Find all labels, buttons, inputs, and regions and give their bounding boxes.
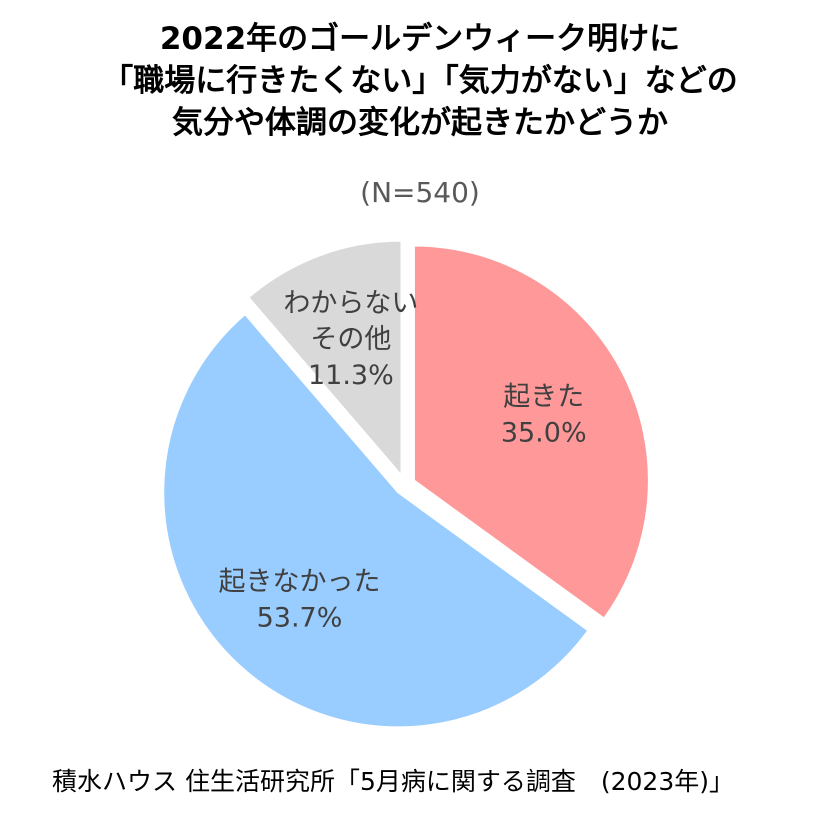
- slice-label-unknown-other: わからないその他 11.3%: [283, 288, 418, 391]
- slice-value-label: 35.0%: [501, 417, 587, 448]
- chart-title: 2022年のゴールデンウィーク明けに 「職場に行きたくない」「気力がない」などの…: [0, 18, 840, 144]
- pie-slice-unknown-other: [246, 239, 403, 479]
- sample-size-label: (N=540): [360, 176, 480, 209]
- source-note: 積水ハウス 住生活研究所「5月病に関する調査 (2023年)」: [52, 767, 734, 796]
- pie-slice-not-occurred: [162, 312, 590, 729]
- pie-slice-occurred: [412, 244, 650, 620]
- slice-category-label: 起きなかった: [218, 566, 380, 597]
- slice-label-not-occurred: 起きなかった 53.7%: [218, 566, 380, 633]
- slice-category-label: 起きた: [503, 381, 584, 412]
- slice-value-label: 11.3%: [308, 360, 394, 391]
- chart-title-line-3: 気分や体調の変化が起きたかどうか: [172, 105, 668, 141]
- chart-title-line-1: 2022年のゴールデンウィーク明けに: [159, 21, 681, 57]
- slice-category-label: わからない: [283, 288, 418, 319]
- slice-value-label: 53.7%: [257, 602, 343, 633]
- slice-label-occurred: 起きた 35.0%: [501, 381, 587, 448]
- chart-title-line-2: 「職場に行きたくない」「気力がない」などの: [102, 63, 738, 99]
- pie-chart: 起きた 35.0% 起きなかった 53.7% わからないその他 11.3%: [162, 239, 650, 729]
- slice-category-label: その他: [310, 324, 391, 355]
